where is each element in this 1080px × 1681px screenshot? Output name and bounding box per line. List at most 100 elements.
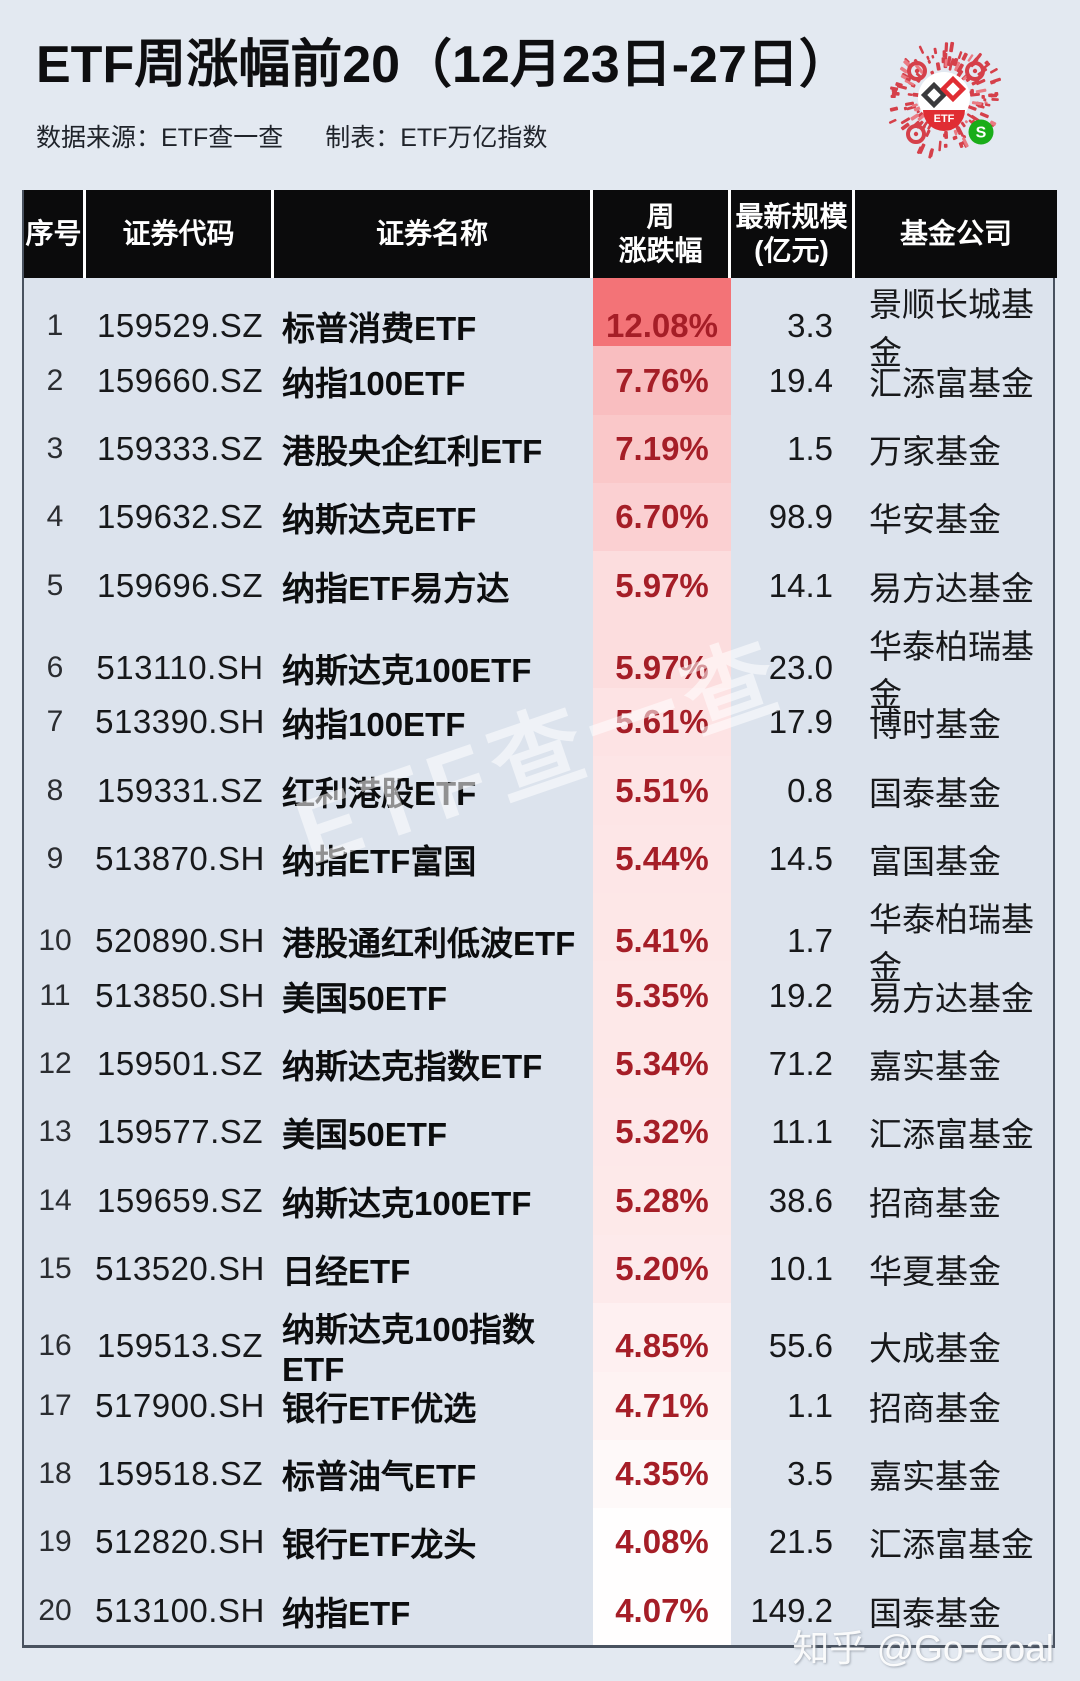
table-header-row: 序号 证券代码 证券名称 周 涨跌幅 最新规模 (亿元) 基金公司 <box>24 190 1057 278</box>
company-cell: 华泰柏瑞基金 <box>869 901 1034 987</box>
scale-cell: 19.4 <box>768 361 833 399</box>
rank-cell: 17 <box>38 1388 72 1422</box>
header-scale: 最新规模 (亿元) <box>731 190 855 278</box>
change-cell: 4.07% <box>593 1576 731 1645</box>
table-row: 18 159518.SZ 标普油气ETF 4.35% 3.5 嘉实基金 <box>24 1439 1053 1509</box>
company-cell: 招商基金 <box>869 1389 1001 1427</box>
table-row: 17 517900.SH 银行ETF优选 4.71% 1.1 招商基金 <box>24 1371 1053 1440</box>
rank-cell: 20 <box>38 1593 72 1627</box>
table-row: 16 159513.SZ 纳斯达克100指数ETF 4.85% 55.6 大成基… <box>24 1303 1053 1390</box>
rank-cell: 2 <box>46 363 64 397</box>
company-cell: 易方达基金 <box>869 979 1034 1017</box>
change-cell: 4.08% <box>593 1508 731 1577</box>
rank-cell: 10 <box>38 924 72 958</box>
rank-cell: 8 <box>46 773 64 807</box>
name-cell: 美国50ETF <box>282 1116 448 1154</box>
name-cell: 纳斯达克100ETF <box>282 651 532 689</box>
scale-cell: 23.0 <box>768 648 833 686</box>
change-cell: 5.44% <box>593 824 731 894</box>
table-row: 2 159660.SZ 纳指100ETF 7.76% 19.4 汇添富基金 <box>24 346 1053 415</box>
name-cell: 纳斯达克100指数ETF <box>282 1311 536 1389</box>
company-cell: 华泰柏瑞基金 <box>869 627 1034 713</box>
rank-cell: 6 <box>46 650 64 684</box>
code-cell: 513870.SH <box>95 839 265 877</box>
table-row: 6 513110.SH 纳斯达克100ETF 5.97% 23.0 华泰柏瑞基金 <box>24 619 1053 716</box>
rank-cell: 19 <box>38 1525 72 1559</box>
name-cell: 纳指100ETF <box>282 364 466 402</box>
change-cell: 6.70% <box>593 483 731 552</box>
scale-cell: 55.6 <box>768 1327 833 1365</box>
qr-code: ETF S <box>878 32 1012 172</box>
scale-cell: 38.6 <box>768 1181 833 1219</box>
name-cell: 银行ETF优选 <box>282 1389 477 1427</box>
name-cell: 标普消费ETF <box>282 310 477 347</box>
scale-cell: 3.3 <box>787 307 833 344</box>
code-cell: 159660.SZ <box>97 361 263 399</box>
table-row: 9 513870.SH 纳指ETF富国 5.44% 14.5 富国基金 <box>24 824 1053 894</box>
code-cell: 513390.SH <box>95 703 265 741</box>
name-cell: 纳斯达克100ETF <box>282 1184 532 1222</box>
rank-cell: 4 <box>46 500 64 534</box>
change-cell: 7.19% <box>593 414 731 484</box>
data-source-label: 数据来源：ETF查一查 <box>36 124 284 153</box>
scale-cell: 10.1 <box>768 1249 833 1287</box>
code-cell: 159577.SZ <box>97 1113 263 1151</box>
name-cell: 港股通红利低波ETF <box>282 925 576 963</box>
company-cell: 汇添富基金 <box>869 1116 1034 1154</box>
code-cell: 159696.SZ <box>97 566 263 604</box>
code-cell: 513100.SH <box>95 1591 265 1629</box>
company-cell: 万家基金 <box>869 432 1001 470</box>
page-title: ETF周涨幅前20（12月23日-27日） <box>36 36 851 94</box>
name-cell: 日经ETF <box>282 1252 411 1290</box>
scale-cell: 0.8 <box>787 771 833 809</box>
scale-cell: 98.9 <box>768 498 833 536</box>
scale-cell: 3.5 <box>787 1455 833 1493</box>
code-cell: 159659.SZ <box>97 1181 263 1219</box>
rank-cell: 15 <box>38 1251 72 1285</box>
company-cell: 博时基金 <box>869 706 1001 744</box>
rank-cell: 3 <box>46 431 64 465</box>
change-cell: 5.61% <box>593 688 731 757</box>
change-cell: 7.76% <box>593 346 731 415</box>
change-cell: 5.97% <box>593 551 731 620</box>
scale-cell: 11.1 <box>771 1113 833 1151</box>
name-cell: 美国50ETF <box>282 979 448 1017</box>
name-cell: 纳斯达克ETF <box>282 501 477 539</box>
change-cell: 5.35% <box>593 961 731 1030</box>
scale-cell: 149.2 <box>750 1591 833 1629</box>
qr-code-svg: ETF S <box>888 41 1002 159</box>
code-cell: 159632.SZ <box>97 498 263 536</box>
table-row: 3 159333.SZ 港股央企红利ETF 7.19% 1.5 万家基金 <box>24 414 1053 484</box>
table-maker-label: 制表：ETF万亿指数 <box>325 124 548 153</box>
name-cell: 银行ETF龙头 <box>282 1526 477 1564</box>
code-cell: 517900.SH <box>95 1386 265 1424</box>
company-cell: 招商基金 <box>869 1184 1001 1222</box>
company-cell: 嘉实基金 <box>869 1047 1001 1085</box>
scale-cell: 19.2 <box>768 976 833 1014</box>
scale-cell: 17.9 <box>768 703 833 741</box>
code-cell: 159501.SZ <box>97 1044 263 1082</box>
table-row: 11 513850.SH 美国50ETF 5.35% 19.2 易方达基金 <box>24 961 1053 1030</box>
change-cell: 5.20% <box>593 1234 731 1304</box>
table-row: 13 159577.SZ 美国50ETF 5.32% 11.1 汇添富基金 <box>24 1098 1053 1167</box>
company-cell: 华安基金 <box>869 501 1001 539</box>
table-body: 1 159529.SZ 标普消费ETF 12.08% 3.3 景顺长城基金 2 … <box>24 278 1053 1645</box>
code-cell: 159333.SZ <box>97 429 263 467</box>
name-cell: 港股央企红利ETF <box>282 432 543 470</box>
rank-cell: 18 <box>38 1457 72 1491</box>
code-cell: 159518.SZ <box>97 1455 263 1493</box>
code-cell: 159331.SZ <box>97 771 263 809</box>
header-rank: 序号 <box>24 190 86 278</box>
scale-cell: 14.5 <box>768 839 833 877</box>
name-cell: 纳指ETF富国 <box>282 842 477 880</box>
table-row: 19 512820.SH 银行ETF龙头 4.08% 21.5 汇添富基金 <box>24 1508 1053 1577</box>
change-cell: 5.51% <box>593 756 731 825</box>
change-cell: 5.28% <box>593 1166 731 1235</box>
company-cell: 景顺长城基金 <box>869 286 1034 371</box>
table-row: 14 159659.SZ 纳斯达克100ETF 5.28% 38.6 招商基金 <box>24 1166 1053 1235</box>
svg-text:ETF: ETF <box>934 113 955 125</box>
rank-cell: 7 <box>46 705 64 739</box>
header-name: 证券名称 <box>274 190 593 278</box>
scale-cell: 21.5 <box>768 1523 833 1561</box>
table-row: 5 159696.SZ 纳指ETF易方达 5.97% 14.1 易方达基金 <box>24 551 1053 620</box>
